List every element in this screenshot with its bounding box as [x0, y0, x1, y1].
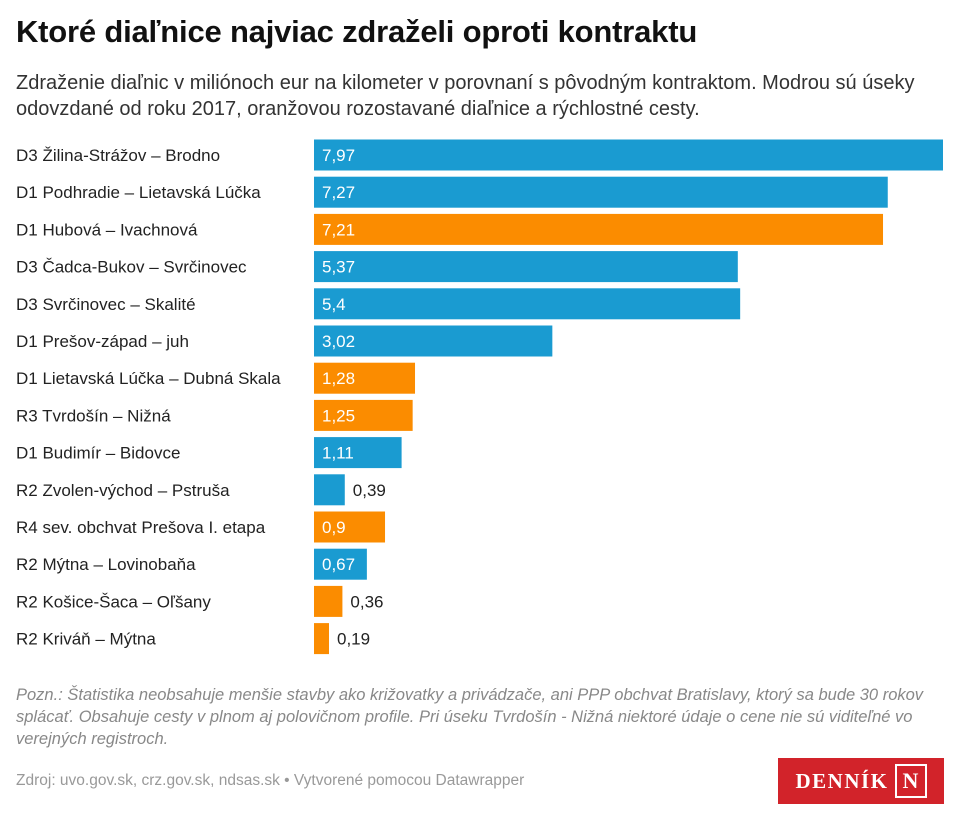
bar[interactable] — [314, 623, 329, 655]
bar[interactable] — [314, 213, 884, 245]
value-label: 7,27 — [322, 183, 355, 202]
bar[interactable] — [314, 474, 345, 506]
row-label: D1 Lietavská Lúčka – Dubná Skala — [16, 369, 281, 388]
row-label: D3 Čadca-Bukov – Svrčinovec — [16, 258, 247, 277]
value-label: 3,02 — [322, 332, 355, 351]
row-label: R3 Tvrdošín – Nižná — [16, 406, 171, 425]
value-label: 0,19 — [337, 630, 370, 649]
value-label: 1,25 — [322, 406, 355, 425]
bar[interactable] — [314, 325, 553, 357]
chart-title: Ktoré diaľnice najviac zdraželi oproti k… — [16, 14, 698, 49]
value-label: 0,67 — [322, 555, 355, 574]
row-label: D1 Prešov-západ – juh — [16, 332, 189, 351]
row-label: D1 Budimír – Bidovce — [16, 444, 180, 463]
row-label: D1 Hubová – Ivachnová — [16, 220, 198, 239]
bar[interactable] — [314, 585, 343, 617]
value-label: 1,28 — [322, 369, 355, 388]
value-label: 5,4 — [322, 295, 346, 314]
bar[interactable] — [314, 437, 402, 469]
source-footer: Zdroj: uvo.gov.sk, crz.gov.sk, ndsas.sk … — [16, 772, 525, 789]
value-label: 7,21 — [322, 220, 355, 239]
bar[interactable] — [314, 548, 367, 580]
bar[interactable] — [314, 362, 416, 394]
bar[interactable] — [314, 399, 413, 431]
row-label: R4 sev. obchvat Prešova I. etapa — [16, 518, 266, 537]
bar-chart: D3 Žilina-Strážov – Brodno 7,97 D1 Podhrad… — [16, 139, 943, 655]
value-label: 0,36 — [350, 592, 383, 611]
logo-n-mark: N — [894, 764, 927, 798]
bar[interactable] — [314, 288, 741, 320]
dennik-n-logo[interactable]: DENNÍK N — [778, 758, 944, 804]
row-label: D1 Podhradie – Lietavská Lúčka — [16, 183, 261, 202]
value-label: 1,11 — [322, 444, 354, 463]
row-label: R2 Zvolen-východ – Pstruša — [16, 481, 230, 500]
value-label: 7,97 — [322, 146, 355, 165]
row-label: D3 Svrčinovec – Skalité — [16, 295, 196, 314]
row-label: D3 Žilina-Strážov – Brodno — [16, 146, 220, 165]
logo-text: DENNÍK — [795, 768, 889, 793]
bar[interactable] — [314, 251, 738, 283]
row-label: R2 Mýtna – Lovinobaňa — [16, 555, 196, 574]
value-label: 5,37 — [322, 258, 355, 277]
bar[interactable] — [314, 139, 943, 171]
value-label: 0,9 — [322, 518, 346, 537]
bar[interactable] — [314, 176, 888, 208]
chart-subtitle: Zdraženie diaľnic v miliónoch eur na kil… — [16, 72, 915, 120]
row-label: R2 Kriváň – Mýtna — [16, 630, 156, 649]
value-label: 0,39 — [353, 481, 386, 500]
chart-note: Pozn.: Štatistika neobsahuje menšie stav… — [16, 686, 924, 748]
bar[interactable] — [314, 511, 386, 543]
row-label: R2 Košice-Šaca – Oľšany — [16, 592, 211, 611]
